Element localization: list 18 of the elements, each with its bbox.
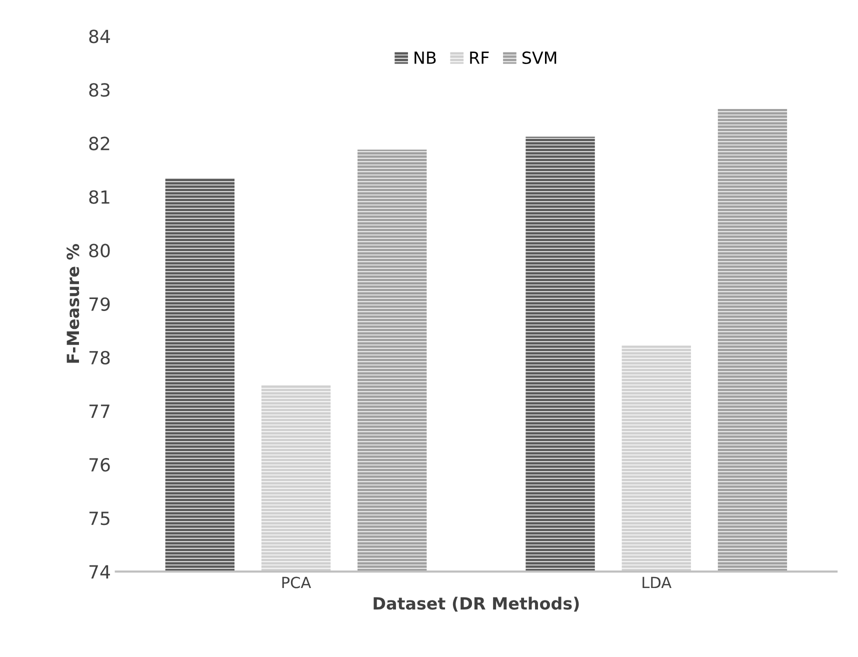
- y-tick-label: 79: [89, 297, 110, 311]
- y-tick-label: 78: [89, 350, 110, 365]
- y-tick-label: 80: [89, 244, 110, 258]
- y-tick-label: 74: [89, 565, 110, 578]
- y-tick-label: 77: [89, 404, 110, 418]
- y-tick-label: 75: [89, 512, 110, 526]
- y-tick-label: 83: [89, 83, 110, 97]
- x-axis-title: Dataset (DR Methods): [374, 596, 579, 612]
- y-tick-label: 81: [89, 190, 110, 204]
- x-tick-label: LDA: [642, 576, 672, 588]
- x-tick-label: PCA: [282, 576, 312, 588]
- y-tick-label: 84: [89, 30, 110, 44]
- legend-label: NB: [414, 52, 436, 64]
- legend-label: SVM: [522, 51, 556, 64]
- y-tick-label: 82: [89, 136, 110, 150]
- y-tick-label: 76: [89, 458, 110, 472]
- legend-label: RF: [470, 52, 489, 64]
- y-axis-title: F-Measure %: [66, 244, 80, 363]
